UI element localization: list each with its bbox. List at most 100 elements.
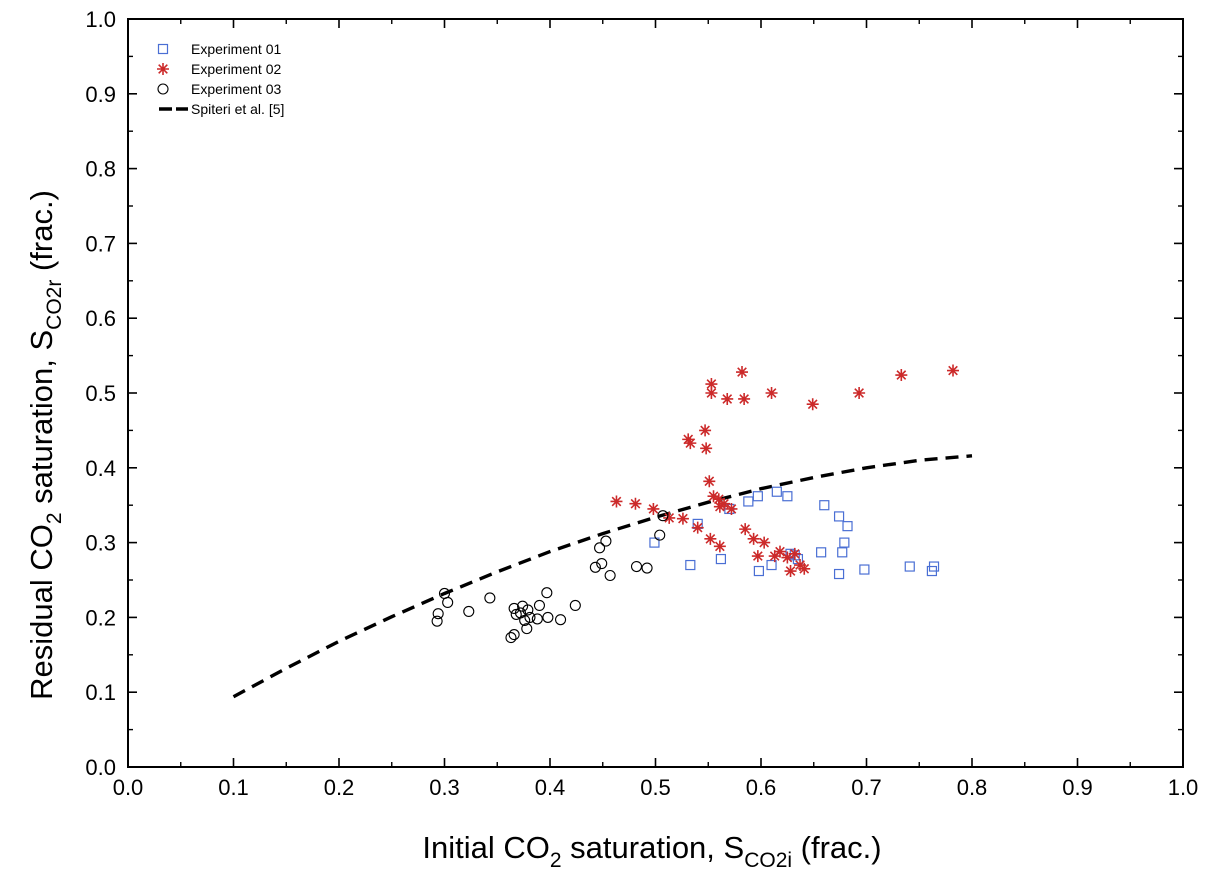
data-point [947,364,960,377]
y-axis-title: Residual CO2 saturation, SCO2r (frac.) [24,190,66,700]
y-tick-label: 0.0 [85,755,116,780]
data-point [508,629,520,641]
data-point [691,521,704,534]
data-point [432,608,444,620]
data-point [649,537,660,548]
data-point [685,559,696,571]
data-point [629,497,642,510]
y-tick-label: 0.4 [85,456,116,481]
data-point [654,529,666,541]
series-experiment-03 [431,510,669,644]
y-tick-label: 0.8 [85,157,116,182]
data-point [743,496,754,507]
data-point [569,599,581,611]
legend-marker-symbol [157,83,169,95]
y-tick-label: 0.5 [85,381,116,406]
data-point [699,424,712,437]
data-point [533,599,546,611]
data-point [610,495,623,508]
data-point [713,540,726,553]
y-axis-ticks: 0.0 0.1 0.2 0.3 0.4 0.5 0.6 0.7 0.8 0.9 1.0 [85,7,1183,780]
data-point [700,442,713,455]
legend-item: Spiteri et al. [5] [159,101,284,117]
x-axis-ticks: 0.0 0.1 0.2 0.3 0.4 0.5 0.6 0.7 0.8 0.9 1.0 [113,19,1199,800]
data-point [895,369,908,382]
series-experiment-02 [610,364,960,578]
data-point [707,490,720,503]
data-point [782,491,793,502]
data-point [773,545,786,558]
data-point [853,387,866,399]
data-point [704,532,717,545]
legend-item: Experiment 03 [157,81,281,97]
y-tick-label: 0.9 [85,82,116,107]
data-point [705,378,718,391]
data-point [713,500,726,513]
x-tick-label: 0.8 [957,775,988,800]
legend-marker-symbol [157,63,169,75]
data-point [684,437,697,450]
plot-frame [127,18,1184,768]
data-point [859,564,870,575]
x-tick-label: 0.4 [535,775,566,800]
data-point [768,550,781,563]
data-point [647,502,660,515]
data-point [806,398,819,411]
data-point [833,568,845,580]
data-point [752,491,763,502]
data-point [531,613,543,625]
data-point [442,596,454,608]
data-point [842,521,853,532]
model-curve-layer [232,454,973,699]
x-tick-label: 0.3 [429,775,460,800]
data-point [715,553,727,565]
plot-border [127,18,1184,768]
data-point [705,387,718,399]
data-point [904,561,915,572]
data-point [676,512,689,525]
data-point [703,475,716,488]
data-point [541,587,553,599]
data-point [816,547,827,558]
data-point [522,604,534,616]
data-point [747,532,760,545]
data-point [751,550,764,563]
legend-label: Experiment 02 [191,61,281,77]
series-experiment-01 [649,486,940,580]
data-point [604,569,616,582]
legend-label: Spiteri et al. [5] [191,101,284,117]
data-point [505,632,517,644]
data-point [819,500,830,511]
x-tick-label: 0.1 [218,775,249,800]
data-point [657,510,669,522]
data-point [641,562,653,574]
data-point [758,536,771,549]
x-tick-label: 1.0 [1168,775,1199,800]
y-tick-label: 0.2 [85,605,116,630]
legend-label: Experiment 03 [191,81,281,97]
data-point [663,511,676,524]
y-tick-label: 0.3 [85,531,116,556]
legend-marker-symbol [157,43,169,55]
spiteri-curve [232,454,973,699]
y-tick-label: 1.0 [85,7,116,32]
data-point [765,387,778,399]
data-point [718,497,731,510]
data-point [833,511,845,522]
data-point [928,561,940,572]
data-point [798,562,811,575]
data-point [594,542,606,554]
data-point [589,561,601,573]
legend-label: Experiment 01 [191,41,281,57]
data-point [542,611,554,623]
data-point [766,559,777,571]
data-point [738,392,751,405]
x-tick-label: 0.9 [1062,775,1093,800]
data-point [781,551,794,564]
y-tick-label: 0.1 [85,680,116,705]
data-point [837,547,848,558]
data-point [596,557,608,570]
data-point [600,535,612,547]
data-points-layer [431,364,960,644]
